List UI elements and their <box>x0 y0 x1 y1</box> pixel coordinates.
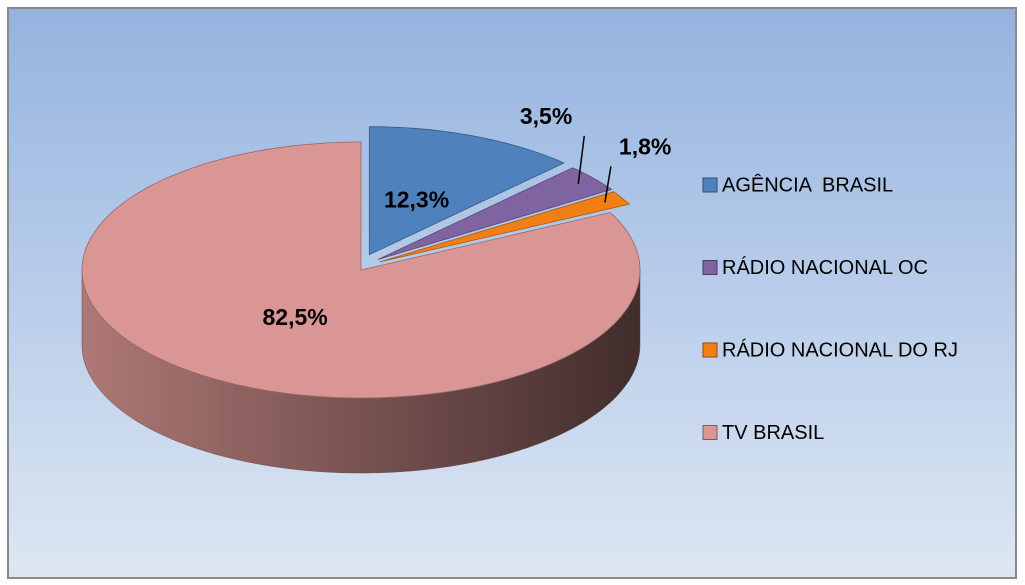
legend-label: TV BRASIL <box>722 422 824 444</box>
legend-swatch <box>702 177 718 193</box>
pie-slice <box>368 126 565 256</box>
data-label: 1,8% <box>619 133 671 159</box>
legend-label: RÁDIO NACIONAL OC <box>722 256 928 279</box>
leader-line <box>604 166 612 203</box>
legend-swatch <box>702 425 718 440</box>
data-label: 12,3% <box>384 186 449 212</box>
data-label: 3,5% <box>520 103 572 129</box>
leader-line <box>577 135 586 184</box>
pie-slice <box>81 141 641 399</box>
legend-swatch <box>702 260 718 275</box>
legend-swatch <box>702 342 718 358</box>
legend-label: RÁDIO NACIONAL DO RJ <box>722 338 958 361</box>
data-label: 82,5% <box>263 304 328 330</box>
legend-label: AGÊNCIA BRASIL <box>722 173 893 196</box>
pie-slice <box>379 191 631 263</box>
